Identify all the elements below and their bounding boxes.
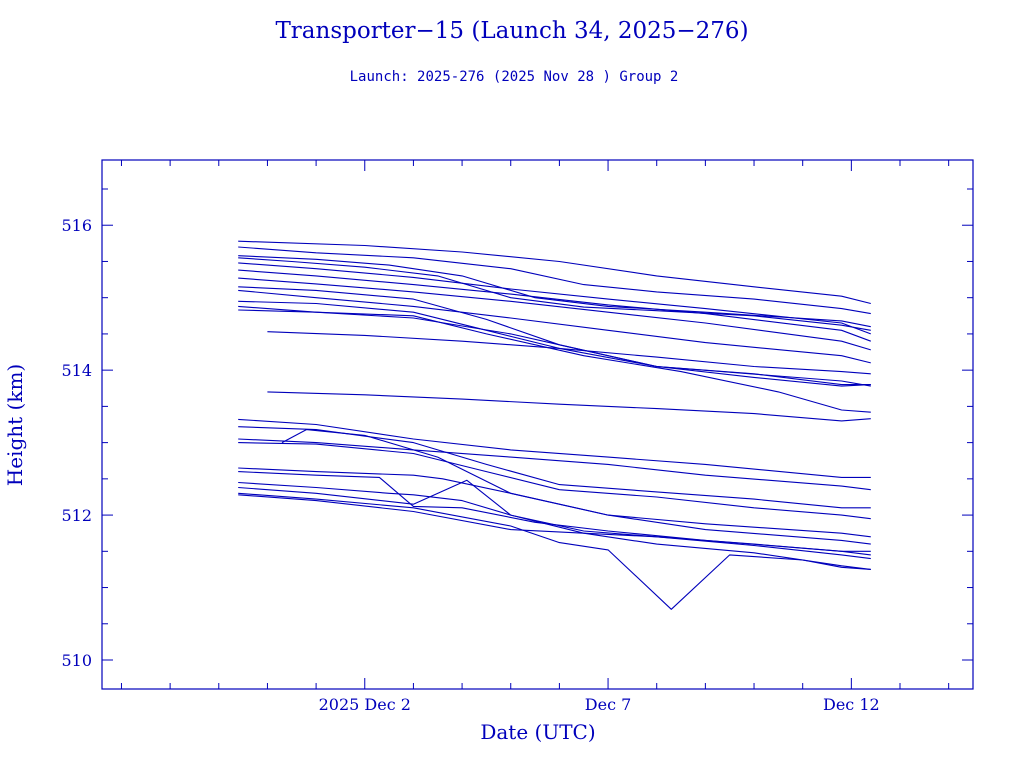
series-line-obj-24	[238, 492, 871, 610]
plot-frame	[101, 159, 974, 690]
x-tick-label: 2025 Dec 2	[319, 695, 411, 714]
series-line-obj-17	[238, 438, 871, 491]
series-line-obj-09	[238, 289, 871, 364]
series-line-obj-19	[281, 429, 871, 538]
x-axis-label: Date (UTC)	[480, 720, 595, 744]
tick-labels: 2025 Dec 2 Dec 7 Dec 12 510 512 514 516	[61, 216, 879, 714]
series-layer	[238, 240, 871, 610]
y-tick-label: 512	[61, 506, 92, 525]
y-axis-label: Height (km)	[3, 364, 27, 486]
series-line-obj-21	[238, 471, 871, 556]
series-line-obj-25	[238, 494, 871, 552]
chart-subtitle: Launch: 2025-276 (2025 Nov 28 ) Group 2	[350, 69, 679, 85]
chart-title: Transporter−15 (Launch 34, 2025−276)	[275, 18, 748, 44]
axis-ticks	[102, 160, 973, 689]
series-line-obj-22	[238, 481, 871, 560]
x-tick-label: Dec 12	[823, 695, 880, 714]
series-line-obj-02	[238, 246, 871, 315]
series-line-obj-15	[238, 418, 871, 478]
y-tick-label: 514	[61, 361, 92, 380]
series-line-obj-01	[238, 240, 871, 305]
series-line-obj-07	[238, 277, 871, 351]
y-tick-label: 510	[61, 651, 92, 670]
x-tick-label: Dec 7	[585, 695, 632, 714]
series-line-obj-11	[238, 305, 871, 386]
series-line-obj-13	[267, 331, 871, 375]
series-line-obj-14	[267, 391, 871, 422]
series-line-obj-04	[238, 257, 871, 331]
series-line-obj-18	[238, 442, 871, 520]
series-line-obj-05	[238, 262, 871, 335]
series-line-obj-08	[238, 286, 871, 387]
y-tick-label: 516	[61, 216, 92, 235]
series-line-obj-20	[238, 467, 871, 545]
series-line-obj-12	[238, 309, 871, 413]
series-line-obj-06	[238, 269, 871, 342]
